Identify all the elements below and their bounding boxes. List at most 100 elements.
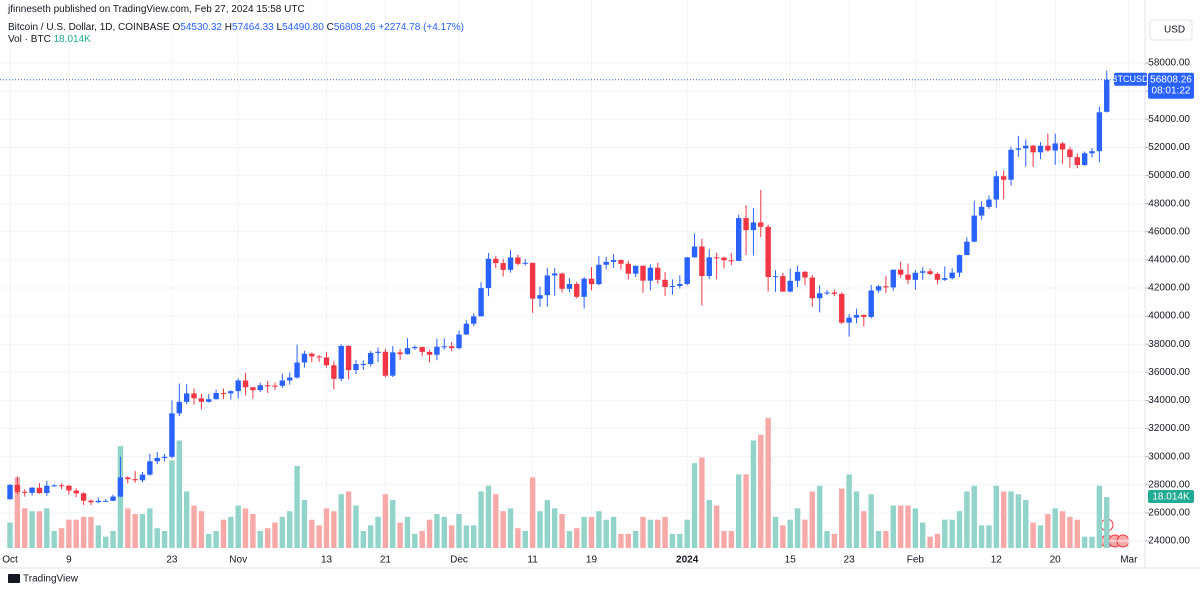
candle-body [551, 273, 558, 276]
candle-body [758, 222, 764, 227]
volume-bar [272, 522, 278, 548]
volume-bar [655, 519, 661, 548]
volume-bar [1023, 499, 1029, 548]
volume-bar [765, 417, 771, 548]
volume-bar [198, 511, 205, 548]
candle-body [287, 377, 293, 381]
candle-body [500, 263, 506, 270]
candle-body [161, 456, 168, 458]
candle-body [213, 392, 219, 400]
y-tick-label: 42000.00 [1148, 283, 1190, 294]
volume-bar [846, 474, 852, 548]
candle-body [390, 352, 396, 376]
x-tick-label: Nov [229, 555, 247, 566]
y-tick-label: 28000.00 [1148, 479, 1190, 490]
candle-body [88, 500, 94, 503]
y-tick-label: 30000.00 [1148, 451, 1190, 462]
volume-bar [625, 533, 631, 548]
volume-bar [7, 522, 13, 548]
candle-body [125, 477, 131, 480]
volume-bar [220, 519, 227, 548]
candle-body [632, 265, 639, 274]
candle-body [691, 246, 698, 258]
candle-body [154, 457, 160, 462]
candle-body [7, 484, 13, 500]
candle-body [102, 500, 109, 502]
x-tick-label: 21 [380, 555, 392, 566]
volume-bar [1015, 494, 1022, 548]
ohlc-value: 54490.80 [282, 22, 324, 33]
x-tick-label: 12 [991, 555, 1003, 566]
volume-bar [154, 528, 160, 548]
volume-bar [993, 485, 1000, 548]
volume-bar [235, 505, 241, 548]
candle-body [890, 269, 896, 288]
ohlc-letter: C [326, 22, 334, 33]
volume-bar [669, 533, 676, 548]
volume-bar [95, 525, 102, 548]
candle-body [463, 323, 470, 335]
candle-body [544, 275, 551, 296]
candle-body [964, 241, 970, 256]
volume-title: Vol · BTC [8, 34, 51, 45]
x-tick-label: 13 [321, 555, 333, 566]
volume-bar [1081, 536, 1088, 548]
volume-bar [912, 508, 919, 548]
volume-bar [228, 516, 234, 548]
candle-body [279, 380, 286, 386]
volume-bar [360, 531, 367, 548]
candle-body [426, 351, 433, 355]
volume-bar [66, 519, 72, 548]
volume-bar [772, 516, 779, 548]
volume-bar [397, 522, 403, 548]
candle-body [1000, 176, 1007, 180]
candle-body [198, 398, 205, 402]
candle-body [912, 272, 919, 280]
volume-bar [1037, 525, 1044, 548]
volume-bar [22, 508, 28, 548]
candle-body [736, 218, 742, 261]
candle-body [478, 288, 484, 317]
candle-body [574, 284, 580, 297]
candle-body [956, 255, 963, 273]
volume-bar [316, 525, 322, 548]
volume-bar [809, 491, 816, 548]
candle-body [338, 345, 344, 379]
volume-bar [73, 519, 79, 548]
volume-bar [515, 528, 521, 548]
candle-body [809, 277, 816, 299]
logo [8, 574, 20, 583]
volume-bar [213, 531, 219, 548]
candle-body [1074, 157, 1080, 165]
candle-body [743, 218, 749, 231]
volume-bar [529, 477, 536, 548]
candle-body [1081, 153, 1088, 165]
candle-body [264, 385, 271, 387]
volume-bar [1030, 522, 1036, 548]
candle-body [787, 280, 793, 292]
candle-body [176, 401, 183, 414]
volume-bar [125, 508, 131, 548]
volume-bar [80, 516, 87, 548]
candle-body [831, 292, 838, 294]
currency[interactable]: USD [1164, 25, 1185, 36]
volume-bar [551, 508, 558, 548]
currency-button[interactable] [1149, 19, 1193, 41]
candle-body [14, 484, 21, 492]
y-tick-label: 40000.00 [1148, 311, 1190, 322]
change: +2274.78 (+4.17%) [378, 22, 464, 33]
volume-bar [345, 491, 352, 548]
candle-body [169, 413, 175, 457]
volume-bar [36, 511, 43, 548]
volume-bar [471, 525, 477, 548]
volume-bar [139, 514, 146, 548]
volume-label: 18.014K [1152, 492, 1190, 503]
candle-body [404, 348, 411, 355]
candle-body [206, 399, 212, 402]
volume-last: 18.014K [53, 34, 91, 45]
volume-bar [713, 505, 720, 548]
candle-body [853, 314, 860, 318]
volume-bar [964, 491, 970, 548]
y-tick-label: 48000.00 [1148, 198, 1190, 209]
